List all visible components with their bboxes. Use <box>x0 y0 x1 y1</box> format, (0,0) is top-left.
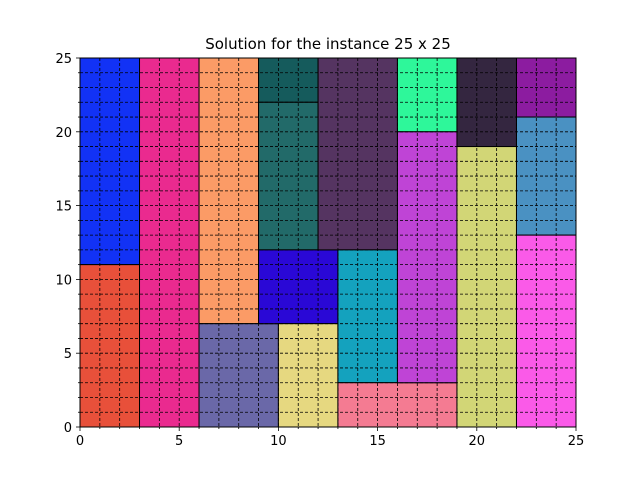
x-tick-label-25: 25 <box>568 434 585 449</box>
chart-title: Solution for the instance 25 x 25 <box>205 35 451 53</box>
rectangle-1 <box>79 57 141 266</box>
grid-layer <box>80 58 576 427</box>
x-tick-label-15: 15 <box>369 434 386 449</box>
rectangle-11 <box>337 249 398 384</box>
rectangle-13 <box>396 57 458 133</box>
rectangle-16 <box>456 146 517 428</box>
axes-frame <box>79 57 577 428</box>
y-tick-label-10: 10 <box>55 273 72 288</box>
rectangle-7 <box>258 101 319 251</box>
rectangle-4 <box>198 57 260 325</box>
x-tick-label-0: 0 <box>76 434 84 449</box>
y-tick-label-15: 15 <box>55 200 72 215</box>
x-tick-label-10: 10 <box>270 434 287 449</box>
rectangle-14 <box>396 131 458 384</box>
y-tick-label-5: 5 <box>64 347 72 362</box>
rectangle-19 <box>515 234 577 428</box>
axes-layer: 0 5 10 15 20 25 0 5 10 15 20 25 <box>55 52 584 449</box>
rectangle-3 <box>139 57 200 428</box>
y-tick-label-0: 0 <box>64 421 72 436</box>
rectangles-layer <box>79 57 577 428</box>
rectangle-9 <box>277 323 339 428</box>
y-tick-label-25: 25 <box>55 52 72 67</box>
rectangle-2 <box>79 264 141 428</box>
x-tick-label-20: 20 <box>469 434 486 449</box>
rectangle-8 <box>258 249 339 325</box>
rectangle-6 <box>258 57 319 103</box>
x-tick-label-5: 5 <box>175 434 183 449</box>
y-tick-label-20: 20 <box>55 126 72 141</box>
